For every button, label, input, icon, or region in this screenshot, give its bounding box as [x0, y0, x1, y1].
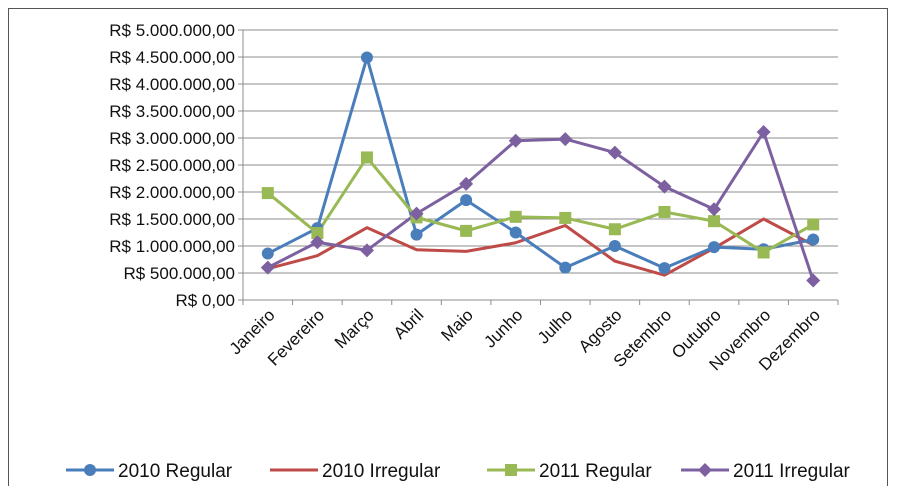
- y-tick-label: R$ 0,00: [175, 291, 235, 310]
- data-point: [509, 210, 522, 223]
- y-axis: R$ 0,00 R$ 500.000,00 R$ 1.000.000,00 R$ 1.…: [109, 21, 244, 310]
- legend: 2010 Regular 2010 Irregular 2011 Regular 20…: [66, 461, 851, 482]
- data-point: [658, 205, 671, 218]
- data-point: [708, 215, 721, 228]
- series-line-2010-regular: [267, 56, 814, 270]
- series-line-2011-regular: [266, 155, 814, 254]
- x-tick-label: Julho: [534, 305, 576, 347]
- y-tick-label: R$ 2.000.000,00: [109, 183, 235, 202]
- data-point: [608, 240, 621, 252]
- data-point: [708, 241, 721, 254]
- data-point: [261, 247, 274, 260]
- series-markers-2011-irregular: [260, 125, 821, 288]
- series-group: [260, 51, 821, 288]
- legend-item-2011-irregular: 2011 Irregular: [681, 461, 851, 482]
- y-tick-label: R$ 3.000.000,00: [109, 129, 235, 148]
- series-line-2011-irregular: [267, 130, 815, 282]
- legend-item-2010-irregular: 2010 Irregular: [270, 461, 441, 482]
- data-point: [359, 243, 374, 258]
- series-markers-2011-regular: [261, 151, 820, 259]
- data-point: [558, 132, 573, 147]
- legend-item-2011-regular: 2011 Regular: [487, 461, 652, 482]
- data-point: [509, 226, 522, 239]
- data-point: [757, 246, 770, 259]
- y-tick-label: R$ 2.500.000,00: [109, 156, 235, 175]
- data-point: [657, 179, 672, 194]
- y-tick-label: R$ 4.000.000,00: [109, 75, 235, 94]
- y-tick-label: R$ 1.000.000,00: [109, 237, 235, 256]
- data-point: [508, 133, 523, 148]
- data-point: [559, 211, 572, 224]
- data-point: [707, 202, 722, 217]
- data-point: [261, 187, 274, 200]
- data-point: [260, 260, 275, 275]
- data-point: [360, 151, 373, 164]
- data-point: [607, 145, 622, 160]
- x-tick-label: Abril: [390, 305, 427, 342]
- data-point: [807, 218, 820, 231]
- legend-label: 2010 Irregular: [322, 461, 441, 482]
- data-point: [807, 233, 820, 246]
- y-tick-label: R$ 4.500.000,00: [109, 48, 235, 67]
- chart-frame: [8, 8, 888, 486]
- data-point: [698, 463, 712, 477]
- series-line-2010-irregular: [267, 217, 814, 277]
- legend-label: 2011 Irregular: [733, 461, 851, 482]
- data-point: [658, 262, 671, 275]
- data-point: [505, 464, 517, 476]
- gridlines: [243, 29, 838, 301]
- data-point: [84, 464, 96, 476]
- data-point: [410, 228, 423, 241]
- legend-label: 2010 Regular: [118, 461, 233, 482]
- y-tick-label: R$ 5.000.000,00: [109, 21, 235, 40]
- legend-item-2010-regular: 2010 Regular: [66, 461, 233, 482]
- x-tick-label: Março: [331, 305, 378, 352]
- data-point: [559, 261, 572, 274]
- data-point: [459, 176, 474, 191]
- x-tick-label: Maio: [437, 305, 476, 344]
- data-point: [460, 194, 473, 207]
- data-point: [310, 235, 325, 250]
- x-tick-label: Junho: [480, 305, 526, 351]
- data-point: [608, 223, 621, 236]
- y-tick-label: R$ 1.500.000,00: [109, 210, 235, 229]
- data-point: [360, 51, 373, 64]
- data-point: [460, 224, 473, 237]
- data-point: [806, 273, 821, 288]
- data-point: [409, 206, 424, 221]
- y-tick-label: R$ 500.000,00: [123, 264, 235, 283]
- data-point: [756, 125, 771, 140]
- y-tick-label: R$ 3.500.000,00: [109, 102, 235, 121]
- legend-label: 2011 Regular: [539, 461, 652, 482]
- data-point: [311, 227, 324, 240]
